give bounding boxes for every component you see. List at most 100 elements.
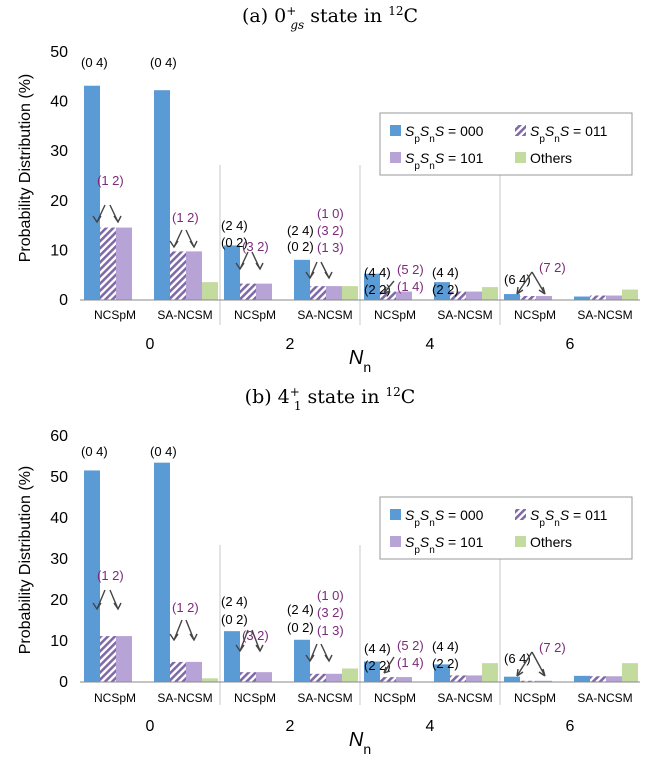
method-label: SA-NCSM <box>297 308 352 322</box>
group-label: 0 <box>146 336 155 353</box>
panel-a-x-axis-label: Nn <box>349 347 371 375</box>
annotation: (1 2) <box>172 210 199 225</box>
panel-a: (a) 0+ gs state in 12C Probability Distri… <box>17 4 640 375</box>
legend-label-others: Others <box>530 534 572 550</box>
annotation-arrow <box>305 261 333 280</box>
bar <box>342 668 358 682</box>
legend-swatch-011 <box>515 125 526 136</box>
group-label: 0 <box>146 718 155 735</box>
annotation: (0 2) <box>287 239 314 254</box>
y-tick-label: 10 <box>50 633 68 650</box>
group-label: 2 <box>286 718 295 735</box>
annotation: (4 4) <box>432 639 459 654</box>
annotation-arrow <box>169 619 198 642</box>
bar <box>170 661 186 682</box>
bar <box>504 294 520 300</box>
bar <box>170 251 186 300</box>
bar <box>256 283 272 300</box>
bar <box>224 631 240 682</box>
bar <box>202 678 218 682</box>
annotation: (2 4) <box>287 223 314 238</box>
annotation: (6 4) <box>504 651 531 666</box>
annotation-arrow <box>383 656 395 674</box>
bar <box>396 677 412 682</box>
annotation: (2 2) <box>432 282 459 297</box>
panel-a-group-dividers <box>219 165 501 325</box>
panel-b-y-axis-label: Probability Distribution (%) <box>17 466 34 655</box>
annotation: (5 2) <box>397 262 424 277</box>
annotation: (3 2) <box>242 628 269 643</box>
method-label: SA-NCSM <box>437 691 492 705</box>
legend-label-011: SpSnS = 011 <box>530 507 608 529</box>
method-label: SA-NCSM <box>437 308 492 322</box>
method-label: NCSpM <box>514 691 556 705</box>
panel-b-method-labels: NCSpM SA-NCSM NCSpM SA-NCSM NCSpM SA-NCSM NCSp… <box>94 691 633 705</box>
group-label: 4 <box>426 718 435 735</box>
panel-a-bars <box>84 85 638 300</box>
annotation: (1 2) <box>172 600 199 615</box>
method-label: SA-NCSM <box>577 691 632 705</box>
annotation: (4 4) <box>432 265 459 280</box>
method-label: SA-NCSM <box>157 308 212 322</box>
annotation: (0 4) <box>81 55 108 70</box>
method-label: NCSpM <box>514 308 556 322</box>
y-tick-label: 20 <box>50 592 68 609</box>
annotation: (1 3) <box>317 240 344 255</box>
bar <box>504 676 520 682</box>
legend-label-others: Others <box>530 150 572 166</box>
group-label: 6 <box>566 336 575 353</box>
annotation-arrow <box>92 204 122 224</box>
bar <box>326 673 342 682</box>
bar <box>520 296 536 300</box>
panel-a-annotations: (0 4) (0 4) (1 2) (1 2) (2 4) (0 2) (3 2… <box>81 55 566 297</box>
y-tick-label: 0 <box>59 292 68 309</box>
bar <box>326 286 342 300</box>
bar <box>310 286 326 300</box>
bar <box>536 296 552 300</box>
bar <box>154 462 170 682</box>
bar <box>450 291 466 300</box>
bar <box>590 676 606 682</box>
bar <box>622 663 638 682</box>
bar <box>590 295 606 300</box>
annotation: (0 2) <box>221 235 248 250</box>
y-tick-label: 40 <box>50 510 68 527</box>
legend-swatch-101 <box>390 536 401 547</box>
annotation-arrow <box>305 643 333 663</box>
bar <box>606 676 622 682</box>
annotation: (0 4) <box>81 444 108 459</box>
annotation: (2 4) <box>221 594 248 609</box>
panel-b-x-axis-label: Nn <box>349 729 371 757</box>
y-tick-label: 50 <box>50 44 68 61</box>
panel-a-group-labels: 0 2 4 6 <box>146 336 575 353</box>
panel-a-title: (a) 0+ gs state in 12C <box>242 4 418 32</box>
annotation: (1 0) <box>317 588 344 603</box>
bar <box>186 251 202 300</box>
bar <box>380 677 396 682</box>
bar <box>536 680 552 682</box>
method-label: SA-NCSM <box>297 691 352 705</box>
annotation: (1 2) <box>97 173 124 188</box>
panel-b-bars <box>84 462 638 682</box>
method-label: NCSpM <box>234 308 276 322</box>
bar <box>482 287 498 300</box>
bar <box>256 672 272 682</box>
annotation-arrow <box>92 589 122 611</box>
legend-label-000: SpSnS = 000 <box>405 507 484 529</box>
bar <box>364 661 380 682</box>
method-label: NCSpM <box>234 691 276 705</box>
panel-b-annotations: (0 4) (0 4) (1 2) (1 2) (2 4) (0 2) (3 2… <box>81 444 566 677</box>
legend-label-101: SpSnS = 101 <box>405 534 484 556</box>
annotation: (4 4) <box>364 265 391 280</box>
annotation: (1 0) <box>317 206 344 221</box>
bar <box>520 680 536 682</box>
panel-a-y-ticks: 0 10 20 30 40 50 <box>50 44 68 309</box>
y-tick-label: 0 <box>59 674 68 691</box>
bar <box>154 90 170 300</box>
panel-b-group-labels: 0 2 4 6 <box>146 718 575 735</box>
group-label: 6 <box>566 718 575 735</box>
method-label: NCSpM <box>374 308 416 322</box>
legend-swatch-000 <box>390 509 401 520</box>
bar <box>186 661 202 682</box>
legend-label-000: SpSnS = 000 <box>405 123 484 145</box>
